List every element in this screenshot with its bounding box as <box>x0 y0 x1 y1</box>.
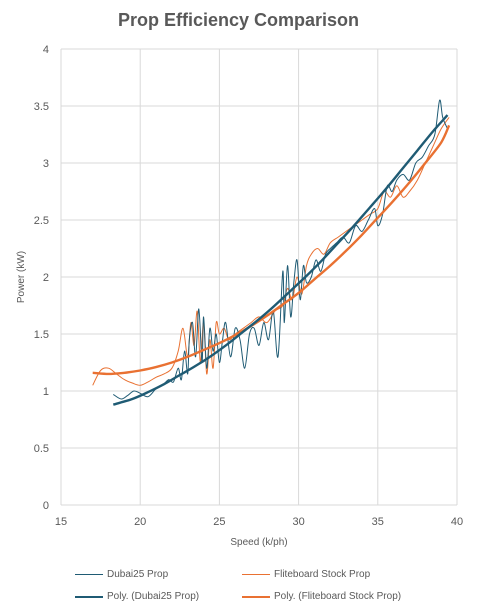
legend-label-fliteboard: Fliteboard Stock Prop <box>274 569 371 580</box>
trendline-fliteboard <box>92 124 451 376</box>
plot-area: 15 20 25 30 35 40 0 0.5 1 1.5 2 2.5 3 3.5 4 Speed (k/p… <box>16 44 463 548</box>
x-tick-label: 20 <box>134 516 146 528</box>
chart-title: Prop Efficiency Comparison <box>117 10 360 30</box>
x-tick-label: 15 <box>55 516 67 528</box>
legend-swatch-fliteboard <box>242 574 270 575</box>
legend: Dubai25 Prop Fliteboard Stock Prop Poly.… <box>0 565 477 610</box>
legend-item-fliteboard: Fliteboard Stock Prop <box>242 569 370 580</box>
legend-label-poly-fliteboard: Poly. (Fliteboard Stock Prop) <box>274 591 402 602</box>
tick-labels: 15 20 25 30 35 40 0 0.5 1 1.5 2 2.5 3 3.5 4 <box>34 44 463 528</box>
legend-label-poly-dubai25: Poly. (Dubai25 Prop) <box>107 591 200 602</box>
legend-swatch-poly-dubai25 <box>75 595 103 598</box>
x-tick-label: 30 <box>292 516 304 528</box>
x-tick-label: 35 <box>372 516 384 528</box>
legend-item-dubai25: Dubai25 Prop <box>75 569 168 580</box>
y-tick-label: 1.5 <box>34 329 49 341</box>
y-tick-label: 3 <box>43 158 49 170</box>
x-tick-label: 40 <box>451 516 463 528</box>
x-axis-label: Speed (k/ph) <box>230 537 287 548</box>
series-dubai25-line <box>113 99 448 400</box>
y-tick-label: 2 <box>43 272 49 284</box>
x-tick-label: 25 <box>213 516 225 528</box>
gridlines <box>60 48 458 506</box>
y-tick-label: 4 <box>43 44 49 56</box>
series-fliteboard-line <box>92 117 450 386</box>
y-axis-label: Power (kW) <box>16 251 27 303</box>
legend-item-poly-fliteboard: Poly. (Fliteboard Stock Prop) <box>242 591 401 602</box>
legend-swatch-dubai25 <box>75 574 103 575</box>
legend-item-poly-dubai25: Poly. (Dubai25 Prop) <box>75 591 199 602</box>
legend-label-dubai25: Dubai25 Prop <box>107 569 169 580</box>
series-layer <box>92 99 451 406</box>
y-tick-label: 1 <box>43 386 49 398</box>
y-tick-label: 0.5 <box>34 443 49 455</box>
legend-swatch-poly-fliteboard <box>242 595 270 598</box>
y-tick-label: 2.5 <box>34 215 49 227</box>
y-tick-label: 3.5 <box>34 101 49 113</box>
trendline-dubai25 <box>112 114 449 406</box>
y-tick-label: 0 <box>43 500 49 512</box>
